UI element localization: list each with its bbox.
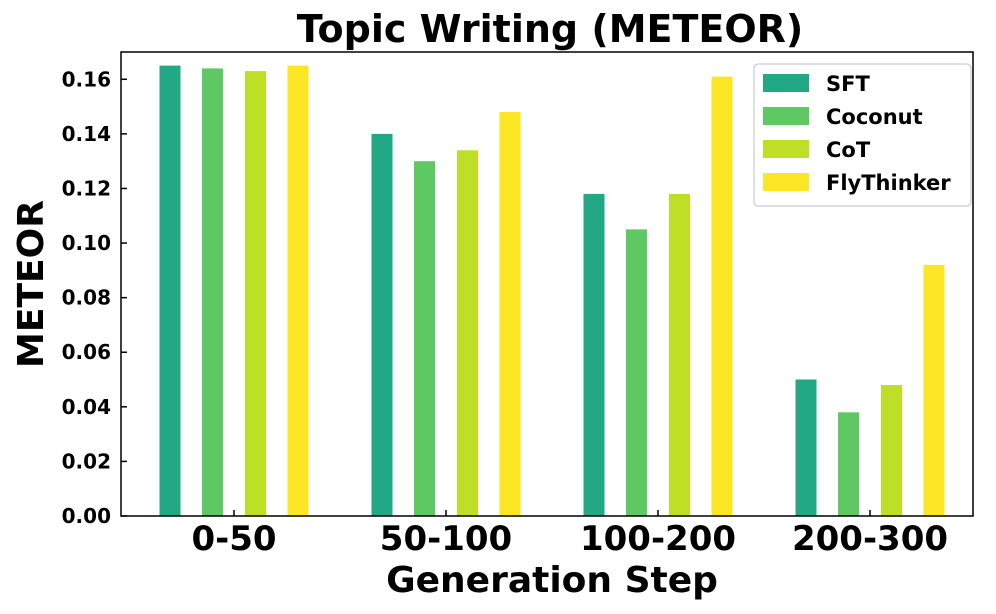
legend-label-coconut: Coconut bbox=[826, 105, 923, 129]
y-tick-label: 0.16 bbox=[62, 67, 111, 91]
x-axis: 0-50 50-100 100-200 200-300 bbox=[191, 510, 948, 559]
y-tick-label: 0.04 bbox=[62, 395, 111, 419]
legend: SFT Coconut CoT FlyThinker bbox=[753, 63, 972, 207]
chart-title: Topic Writing (METEOR) bbox=[297, 7, 804, 51]
y-tick-label: 0.14 bbox=[62, 122, 111, 146]
legend-swatch-sft bbox=[763, 74, 809, 92]
y-tick-label: 0.02 bbox=[62, 449, 111, 473]
legend-swatch-coconut bbox=[763, 107, 809, 125]
y-axis: 0.00 0.02 0.04 0.06 0.08 0.10 0.12 0.14 0.16 bbox=[62, 67, 127, 528]
legend-box bbox=[753, 63, 972, 207]
bar-sft-0-50 bbox=[159, 65, 181, 516]
legend-swatch-flythinker bbox=[763, 173, 809, 191]
x-tick-label: 50-100 bbox=[380, 519, 512, 559]
y-tick-label: 0.08 bbox=[62, 286, 111, 310]
bar-coconut-200-300 bbox=[838, 412, 859, 516]
legend-label-sft: SFT bbox=[826, 72, 870, 96]
y-tick-label: 0.12 bbox=[62, 176, 111, 200]
y-tick-label: 0.06 bbox=[62, 340, 111, 364]
y-axis-label: METEOR bbox=[11, 200, 52, 368]
plot-frame bbox=[120, 51, 974, 517]
x-tick-label: 100-200 bbox=[580, 519, 736, 559]
bars-group bbox=[159, 65, 945, 517]
bar-coconut-100-200 bbox=[626, 229, 647, 516]
bar-cot-100-200 bbox=[669, 193, 690, 516]
bar-flythinker-200-300 bbox=[923, 264, 945, 516]
bar-coconut-50-100 bbox=[414, 161, 435, 516]
bar-coconut-0-50 bbox=[202, 68, 223, 517]
legend-swatch-cot bbox=[763, 140, 809, 158]
bar-sft-50-100 bbox=[371, 133, 393, 516]
bar-flythinker-50-100 bbox=[499, 112, 521, 516]
bar-sft-100-200 bbox=[583, 193, 605, 516]
bar-flythinker-100-200 bbox=[711, 76, 733, 516]
bar-cot-0-50 bbox=[245, 71, 266, 516]
x-tick-label: 200-300 bbox=[792, 519, 948, 559]
x-tick-label: 0-50 bbox=[191, 519, 276, 559]
bar-cot-200-300 bbox=[881, 385, 902, 516]
x-axis-label: Generation Step bbox=[386, 560, 718, 601]
legend-label-flythinker: FlyThinker bbox=[826, 171, 951, 195]
bar-flythinker-0-50 bbox=[287, 65, 309, 516]
bar-sft-200-300 bbox=[795, 379, 817, 516]
y-tick-label: 0.10 bbox=[62, 231, 111, 255]
y-tick-label: 0.00 bbox=[62, 504, 111, 528]
legend-label-cot: CoT bbox=[826, 138, 871, 162]
bar-cot-50-100 bbox=[457, 150, 478, 517]
